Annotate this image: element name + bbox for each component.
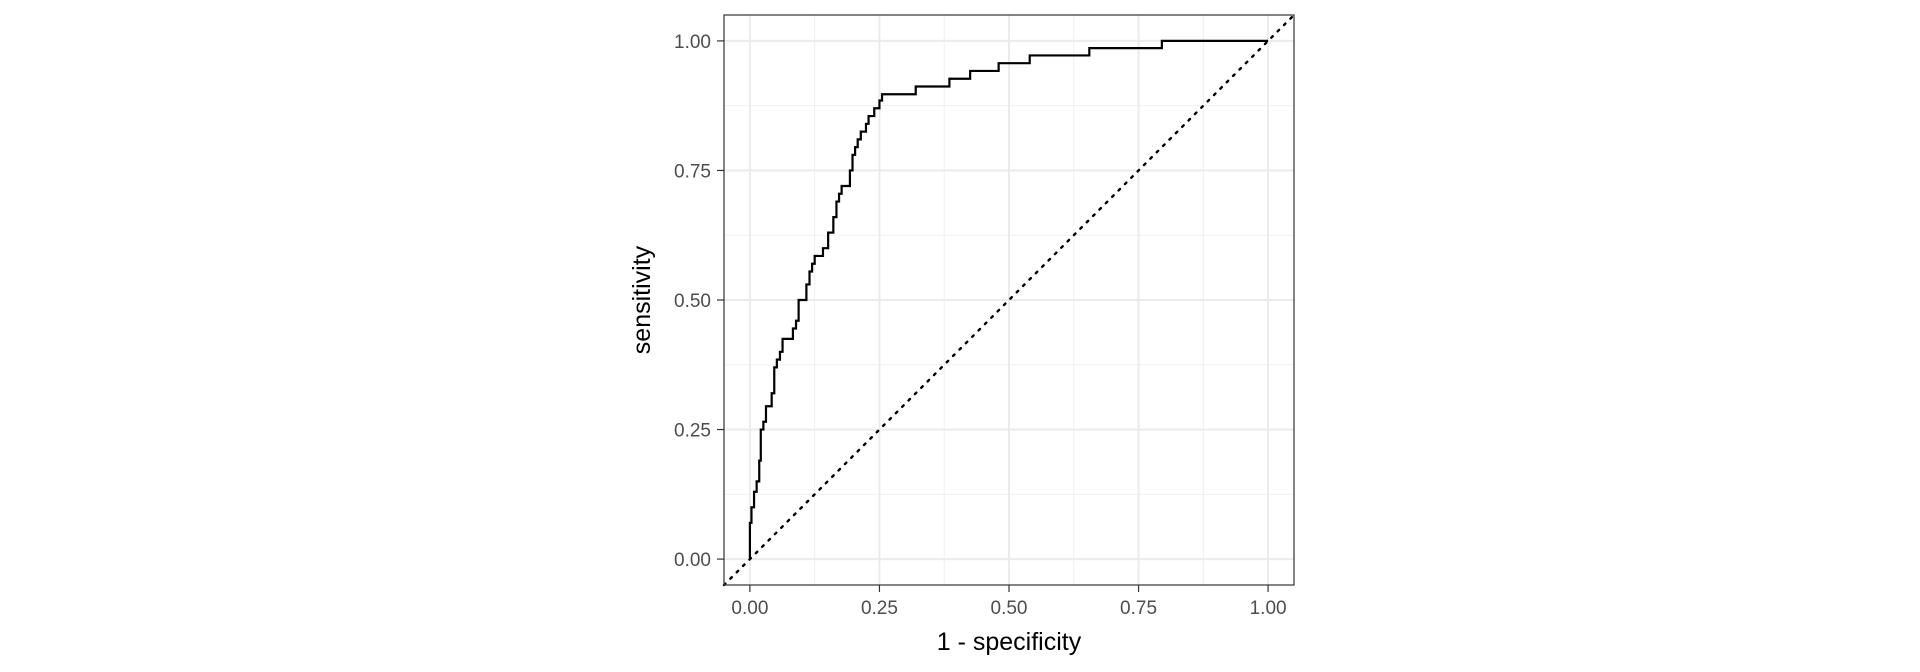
- y-tick-label: 0.25: [674, 421, 711, 442]
- series-layer: [722, 13, 1296, 587]
- x-axis-title: 1 - specificity: [937, 628, 1082, 656]
- reference-diagonal-line: [722, 13, 1296, 587]
- y-tick-label: 0.50: [674, 291, 711, 312]
- y-tick-label: 0.75: [674, 161, 711, 182]
- major-gridlines: [724, 15, 1294, 585]
- x-tick-label: 0.50: [991, 598, 1028, 619]
- y-tick-label: 0.00: [674, 550, 711, 571]
- y-tick-label: 1.00: [674, 32, 711, 53]
- x-tick-label: 0.00: [731, 598, 768, 619]
- x-tick-label: 0.75: [1120, 598, 1157, 619]
- y-axis: 0.00 0.25 0.50 0.75 1.00: [674, 32, 724, 571]
- x-axis: 0.00 0.25 0.50 0.75 1.00: [731, 585, 1287, 619]
- y-axis-title: sensitivity: [628, 245, 656, 354]
- x-tick-label: 0.25: [861, 598, 898, 619]
- roc-curve-line: [748, 39, 1269, 560]
- x-tick-label: 1.00: [1250, 598, 1287, 619]
